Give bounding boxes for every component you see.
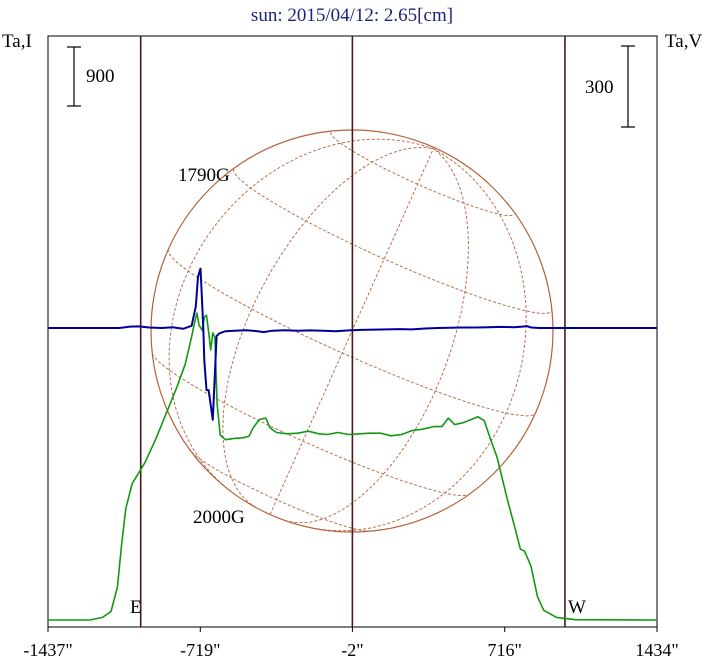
meridian-line bbox=[313, 148, 527, 532]
polarization-series-line bbox=[48, 267, 657, 421]
latitude-line bbox=[330, 132, 515, 217]
x-tick-labels: -1437" -719" -2" 716" 1434" bbox=[23, 627, 679, 660]
chart-title: sun: 2015/04/12: 2.65[cm] bbox=[251, 5, 453, 26]
east-limb-label: E bbox=[130, 597, 142, 618]
meridian-line bbox=[168, 138, 434, 492]
vertical-markers bbox=[139, 36, 566, 627]
x-tick-label: -2" bbox=[341, 640, 363, 660]
intensity-series-line bbox=[48, 312, 658, 621]
right-scale-bar: 300 bbox=[585, 45, 635, 128]
x-tick-label: 716" bbox=[488, 640, 522, 660]
right-axis-label: Ta,V bbox=[665, 31, 702, 52]
meridian-line bbox=[222, 147, 434, 508]
x-tick-label: -719" bbox=[180, 640, 220, 660]
meridian-line bbox=[284, 148, 469, 524]
annotation-1790g: 1790G bbox=[178, 165, 230, 186]
latitude-line bbox=[233, 168, 552, 314]
x-tick-label: -1437" bbox=[23, 640, 72, 660]
west-limb-label: W bbox=[568, 597, 586, 618]
left-axis-label: Ta,I bbox=[2, 31, 32, 52]
series-layer bbox=[48, 267, 658, 621]
solar-coordinate-grid bbox=[151, 132, 552, 532]
latitude-line bbox=[151, 353, 469, 497]
meridian-line bbox=[269, 148, 434, 515]
left-scale-bar: 900 bbox=[67, 46, 115, 107]
left-scale-bar-label: 900 bbox=[86, 66, 115, 87]
right-scale-bar-label: 300 bbox=[585, 77, 614, 98]
x-tick-label: 1434" bbox=[635, 640, 678, 660]
annotation-2000g: 2000G bbox=[193, 507, 245, 528]
